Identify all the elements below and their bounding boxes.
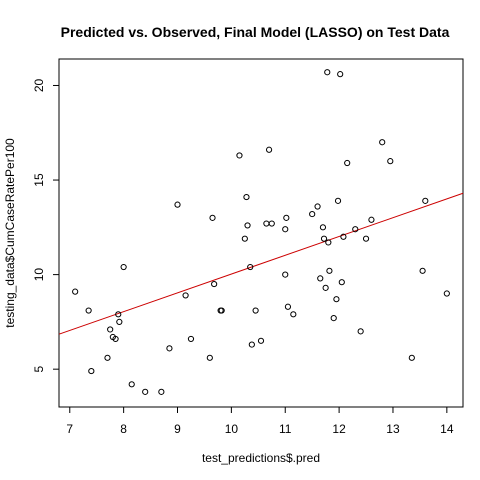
data-point — [309, 210, 316, 218]
data-point — [317, 275, 324, 282]
x-axis: 7 8 9 10 11 12 13 14 — [66, 407, 454, 436]
data-point — [241, 235, 248, 242]
x-tick-label: 9 — [174, 422, 181, 436]
data-point — [268, 220, 275, 227]
data-point — [283, 214, 290, 221]
data-point — [282, 271, 289, 278]
data-point — [338, 279, 345, 286]
data-point — [282, 226, 289, 233]
data-point — [408, 354, 415, 361]
y-tick-label: 20 — [32, 78, 46, 92]
x-tick-label: 7 — [66, 422, 73, 436]
data-point — [326, 267, 333, 274]
data-point — [314, 203, 321, 210]
data-point — [85, 307, 92, 314]
data-point — [284, 303, 292, 310]
data-point — [290, 311, 297, 318]
x-tick-label: 10 — [225, 422, 239, 436]
data-point — [248, 341, 255, 348]
data-point — [120, 263, 127, 271]
data-point — [116, 318, 123, 325]
data-point — [218, 307, 225, 314]
y-tick-label: 5 — [32, 366, 46, 373]
data-point — [104, 354, 111, 361]
data-point — [243, 193, 250, 201]
data-point — [252, 307, 259, 314]
data-point — [333, 296, 340, 303]
data-point — [174, 201, 181, 208]
data-point — [320, 235, 328, 242]
y-tick-label: 15 — [32, 173, 46, 187]
data-point — [247, 263, 254, 271]
data-point — [265, 146, 273, 153]
data-point — [115, 311, 122, 318]
plot-frame — [58, 58, 464, 408]
data-point — [340, 233, 347, 240]
data-point — [236, 152, 243, 159]
data-point — [319, 224, 327, 231]
data-point — [368, 216, 375, 223]
data-point — [357, 328, 364, 335]
regression-line — [58, 192, 464, 335]
data-point — [88, 367, 95, 375]
x-tick-label: 14 — [440, 422, 454, 436]
x-tick-label: 8 — [120, 422, 127, 436]
data-point — [337, 71, 344, 78]
data-point — [443, 290, 450, 297]
x-axis-label: test_predictions$.pred — [202, 451, 320, 465]
data-point — [330, 315, 337, 322]
data-point — [209, 214, 216, 221]
data-point — [325, 239, 332, 246]
data-point — [166, 345, 173, 352]
x-tick-label: 11 — [279, 422, 292, 436]
y-axis-label: testing_data$CumCaseRatePer100 — [3, 138, 17, 328]
data-point — [187, 335, 195, 343]
data-point — [322, 284, 329, 291]
data-point — [334, 197, 342, 204]
data-point — [257, 337, 265, 344]
data-point — [72, 288, 79, 295]
x-tick-label: 12 — [332, 422, 346, 436]
data-point — [379, 139, 386, 146]
data-point — [211, 280, 218, 288]
data-point — [387, 158, 394, 165]
data-point — [112, 335, 119, 343]
data-point — [142, 388, 149, 395]
data-point — [362, 235, 370, 242]
data-point — [324, 69, 331, 76]
data-point — [344, 159, 351, 167]
x-tick-label: 13 — [386, 422, 400, 436]
data-point — [422, 197, 429, 204]
data-point — [352, 226, 359, 233]
data-point — [244, 222, 251, 229]
y-tick-label: 10 — [32, 268, 46, 282]
data-point — [206, 354, 213, 361]
data-point — [158, 388, 165, 395]
data-point — [263, 220, 270, 227]
data-points — [72, 69, 450, 395]
y-axis: 5 10 15 20 — [32, 78, 59, 373]
data-point — [419, 267, 426, 274]
chart-title: Predicted vs. Observed, Final Model (LAS… — [61, 24, 450, 40]
data-point — [107, 326, 114, 333]
data-point — [182, 292, 189, 299]
data-point — [128, 381, 135, 388]
